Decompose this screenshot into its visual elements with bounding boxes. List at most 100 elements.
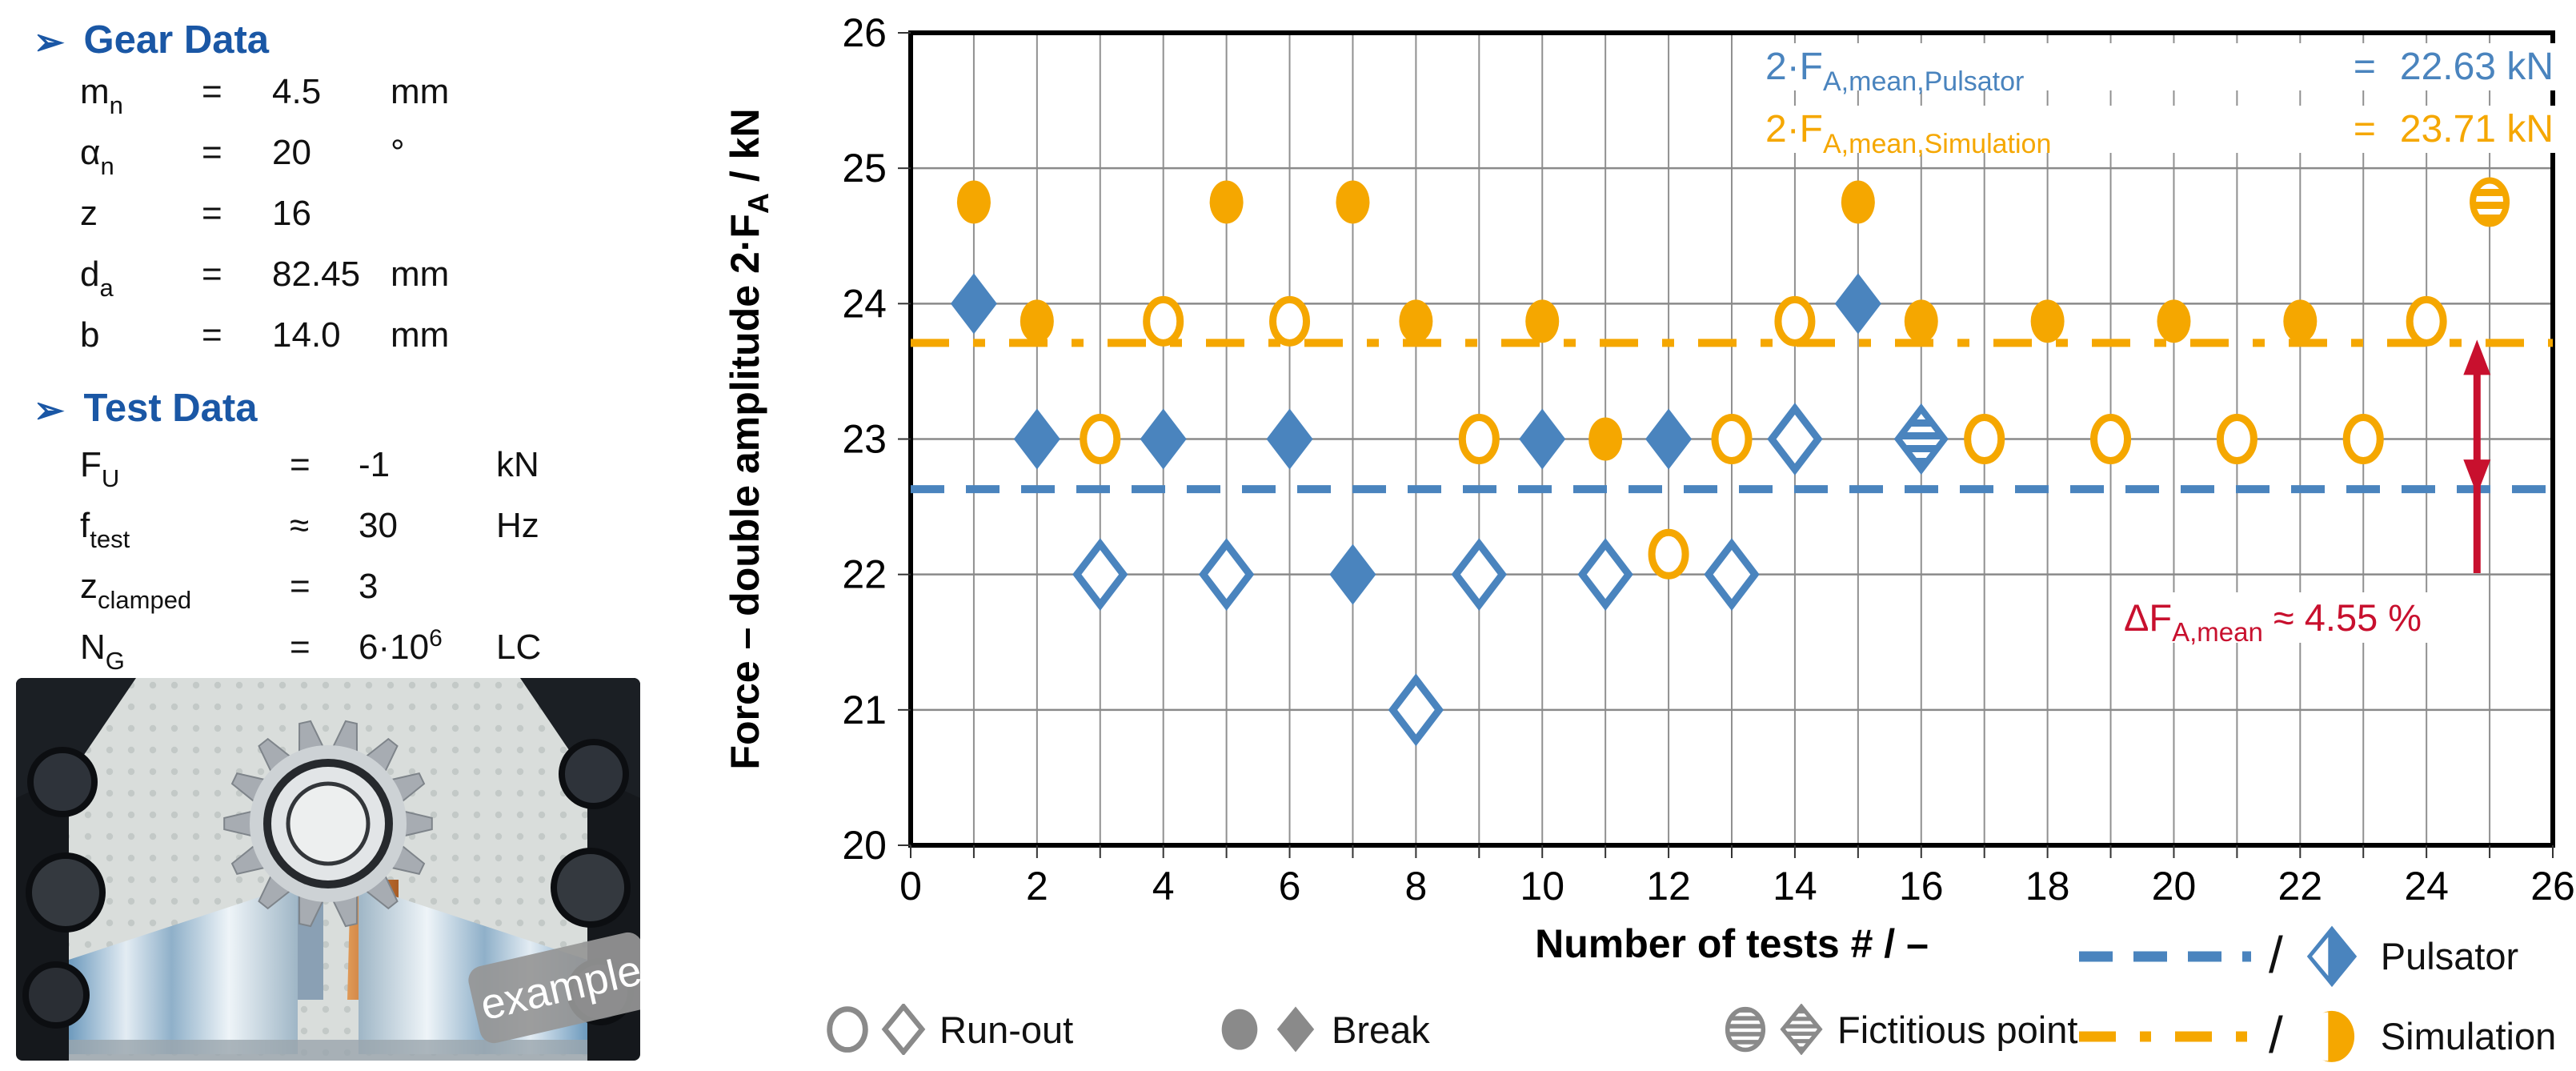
y-axis-title: Force – double amplitude 2·FA / kN [723, 108, 775, 769]
point-simulation-2-break [1020, 299, 1054, 343]
x-tick-label: 0 [899, 864, 922, 909]
left-anvil [69, 884, 298, 1054]
param-relation: = [202, 315, 222, 355]
point-pulsator-1-break [950, 273, 997, 335]
param-value: 30 [359, 506, 398, 545]
param-relation: ≈ [290, 506, 310, 545]
x-tick-label: 6 [1279, 864, 1301, 909]
point-pulsator-13-run-out [1704, 538, 1760, 612]
param-relation: = [202, 255, 222, 294]
arrow-bullet-icon: ➢ [34, 389, 65, 431]
arrow-bullet-icon: ➢ [34, 21, 65, 62]
x-tick-label: 20 [2152, 864, 2197, 909]
delta-arrow-head-up [2463, 339, 2491, 375]
param-symbol: da [80, 255, 114, 302]
y-tick-label: 23 [842, 417, 887, 462]
pulsator-mean-term: 2·FA,mean,Pulsator [1765, 46, 2025, 97]
break-diamond-icon [1276, 1006, 1315, 1053]
param-relation: = [290, 567, 310, 606]
test-data-title: Test Data [83, 387, 258, 430]
point-pulsator-15-break [1834, 273, 1881, 335]
point-simulation-15-break [1841, 180, 1875, 224]
gear-data-table: mn = 4.5 mm αn = 20 ° z = 16 da = 82.45 mm b = 14.0 mm [80, 72, 487, 376]
fictitious-diamond-icon [1780, 1004, 1823, 1055]
fictitious-circle-icon [1725, 1006, 1766, 1053]
point-pulsator-7-break [1329, 544, 1376, 605]
point-simulation-10-break [1525, 299, 1560, 343]
point-simulation-18-break [2030, 299, 2065, 343]
point-simulation-6-run-out [1269, 295, 1311, 347]
point-simulation-9-run-out [1458, 414, 1500, 464]
param-row: ftest ≈30 Hz [80, 506, 584, 567]
pulsator-test-rig-photo: example [16, 678, 640, 1061]
point-pulsator-11-run-out [1577, 538, 1633, 612]
param-value: 3 [359, 567, 379, 606]
run-out-circle-icon [827, 1006, 868, 1053]
legend-label: Break [1332, 1008, 1430, 1051]
param-relation: = [202, 133, 222, 172]
pulsator-mean-annotation: 2·FA,mean,Pulsator = 22.63 kN [1761, 43, 2558, 97]
legend-label: Run-out [939, 1008, 1074, 1051]
param-value: 82.45 [272, 255, 361, 294]
point-simulation-22-break [2283, 299, 2318, 343]
x-tick-label: 10 [1520, 864, 1564, 909]
break-circle-icon [1221, 1009, 1258, 1050]
delta-arrow-head-down [2463, 459, 2491, 495]
param-relation: = [290, 445, 310, 484]
simulation-mean-value: = 23.71 kN [2353, 108, 2554, 150]
point-simulation-24-run-out [2406, 295, 2447, 347]
x-tick-label: 18 [2025, 864, 2070, 909]
x-tick-label: 22 [2278, 864, 2322, 909]
point-pulsator-14-run-out [1767, 403, 1823, 475]
legend-run-out: Run-out [823, 1002, 1073, 1057]
legend-fictitious-point: Fictitious point [1721, 1002, 2077, 1057]
point-pulsator-10-break [1519, 408, 1566, 470]
test-gear [223, 720, 433, 928]
simulation-mean-term: 2·FA,mean,Simulation [1765, 108, 2052, 159]
point-simulation-11-break [1588, 417, 1623, 461]
point-simulation-7-break [1336, 180, 1370, 224]
point-simulation-13-run-out [1711, 414, 1753, 464]
half-circle-icon [2307, 1010, 2354, 1062]
param-value: 6·106 [359, 625, 443, 668]
point-pulsator-12-break [1645, 408, 1693, 470]
point-pulsator-6-break [1266, 408, 1313, 470]
param-symbol: zclamped [80, 567, 192, 614]
point-simulation-1-break [956, 180, 991, 224]
legend-pulsator: / Pulsator [2079, 922, 2518, 991]
gear-data-header: ➢ Gear Data [34, 18, 269, 62]
param-relation: = [202, 194, 222, 233]
point-pulsator-4-break [1140, 408, 1187, 470]
test-data-table: FU = -1 kN ftest ≈30 Hz zclamped = 3 NG = 6·106 LC [80, 445, 584, 688]
point-pulsator-16-fictitious-stripes [1897, 408, 1945, 470]
param-relation: = [290, 628, 310, 667]
legend-simulation: / Simulation [2079, 1002, 2556, 1071]
param-symbol: z [80, 194, 98, 233]
point-simulation-12-run-out [1648, 528, 1689, 580]
y-tick-label: 25 [842, 146, 887, 191]
x-tick-label: 14 [1773, 864, 1817, 909]
point-simulation-4-run-out [1143, 295, 1184, 347]
param-symbol: mn [80, 72, 123, 119]
param-symbol: ftest [80, 506, 130, 553]
param-row: z = 16 [80, 194, 487, 255]
point-simulation-8-break [1399, 299, 1433, 343]
param-row: mn = 4.5 mm [80, 72, 487, 133]
x-tick-label: 24 [2404, 864, 2449, 909]
x-axis-title: Number of tests # / – [1535, 921, 1929, 966]
x-tick-label: 26 [2530, 864, 2575, 909]
param-symbol: αn [80, 133, 114, 180]
point-pulsator-16-fictitious-outline [1893, 403, 1949, 475]
param-unit: mm [391, 72, 450, 111]
y-tick-label: 21 [842, 688, 887, 732]
point-simulation-21-run-out [2216, 414, 2258, 464]
param-value: 20 [272, 133, 311, 172]
y-tick-label: 24 [842, 281, 887, 326]
point-simulation-23-run-out [2342, 414, 2384, 464]
point-simulation-16-break [1904, 299, 1938, 343]
run-out-diamond-icon [881, 1004, 926, 1055]
point-pulsator-9-run-out [1451, 538, 1507, 612]
gear-data-title: Gear Data [83, 18, 270, 62]
